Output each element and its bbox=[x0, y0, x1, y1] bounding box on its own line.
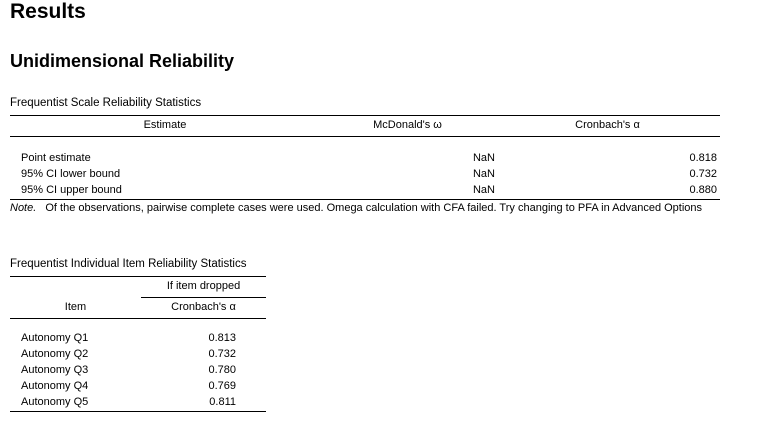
header-item: Item bbox=[64, 300, 87, 313]
header-item-alpha: Cronbach's α bbox=[171, 301, 236, 314]
item-table-caption: Frequentist Individual Item Reliability … bbox=[10, 258, 247, 270]
alpha-value: 0.880 bbox=[495, 183, 720, 200]
item-reliability-table: If item dropped Item Cronbach's α Autono… bbox=[10, 276, 266, 412]
header-estimate: Estimate bbox=[143, 119, 187, 132]
item-alpha-value: 0.780 bbox=[208, 364, 236, 377]
table-row: Point estimate NaN 0.818 bbox=[10, 151, 720, 167]
table-row: 95% CI lower bound NaN 0.732 bbox=[10, 167, 720, 183]
table-row: Autonomy Q2 0.732 bbox=[10, 347, 266, 363]
scale-reliability-table: Estimate McDonald's ω Cronbach's α Point… bbox=[10, 115, 720, 200]
section-title: Unidimensional Reliability bbox=[10, 51, 235, 71]
omega-value: NaN bbox=[472, 168, 495, 181]
item-label: Autonomy Q1 bbox=[21, 332, 89, 345]
item-alpha-value: 0.732 bbox=[208, 348, 236, 361]
note-text: Of the observations, pairwise complete c… bbox=[45, 202, 703, 214]
item-label: Autonomy Q4 bbox=[21, 380, 89, 393]
table-row: Autonomy Q4 0.769 bbox=[10, 379, 266, 395]
omega-value: NaN bbox=[320, 183, 495, 200]
note-label: Note. bbox=[10, 202, 37, 214]
row-label: Point estimate bbox=[21, 152, 91, 165]
scale-table-caption: Frequentist Scale Reliability Statistics bbox=[10, 97, 202, 109]
row-label: 95% CI lower bound bbox=[21, 168, 121, 181]
header-alpha: Cronbach's α bbox=[575, 119, 640, 132]
item-label: Autonomy Q5 bbox=[10, 395, 141, 412]
alpha-value: 0.732 bbox=[689, 168, 717, 181]
table-row: Autonomy Q5 0.811 bbox=[10, 395, 266, 412]
results-title: Results bbox=[10, 0, 86, 23]
item-label: Autonomy Q2 bbox=[21, 348, 89, 361]
header-omega: McDonald's ω bbox=[373, 119, 442, 132]
row-label: 95% CI upper bound bbox=[10, 183, 320, 200]
item-alpha-value: 0.813 bbox=[208, 332, 236, 345]
alpha-value: 0.818 bbox=[689, 152, 717, 165]
item-label: Autonomy Q3 bbox=[21, 364, 89, 377]
table-row: Autonomy Q1 0.813 bbox=[10, 331, 266, 347]
item-alpha-value: 0.811 bbox=[141, 395, 266, 412]
table-row: Autonomy Q3 0.780 bbox=[10, 363, 266, 379]
table-note: Note. Of the observations, pairwise comp… bbox=[10, 202, 702, 214]
omega-value: NaN bbox=[472, 152, 495, 165]
table-row: 95% CI upper bound NaN 0.880 bbox=[10, 183, 720, 200]
item-alpha-value: 0.769 bbox=[208, 380, 236, 393]
group-header-if-item-dropped: If item dropped bbox=[141, 276, 266, 298]
